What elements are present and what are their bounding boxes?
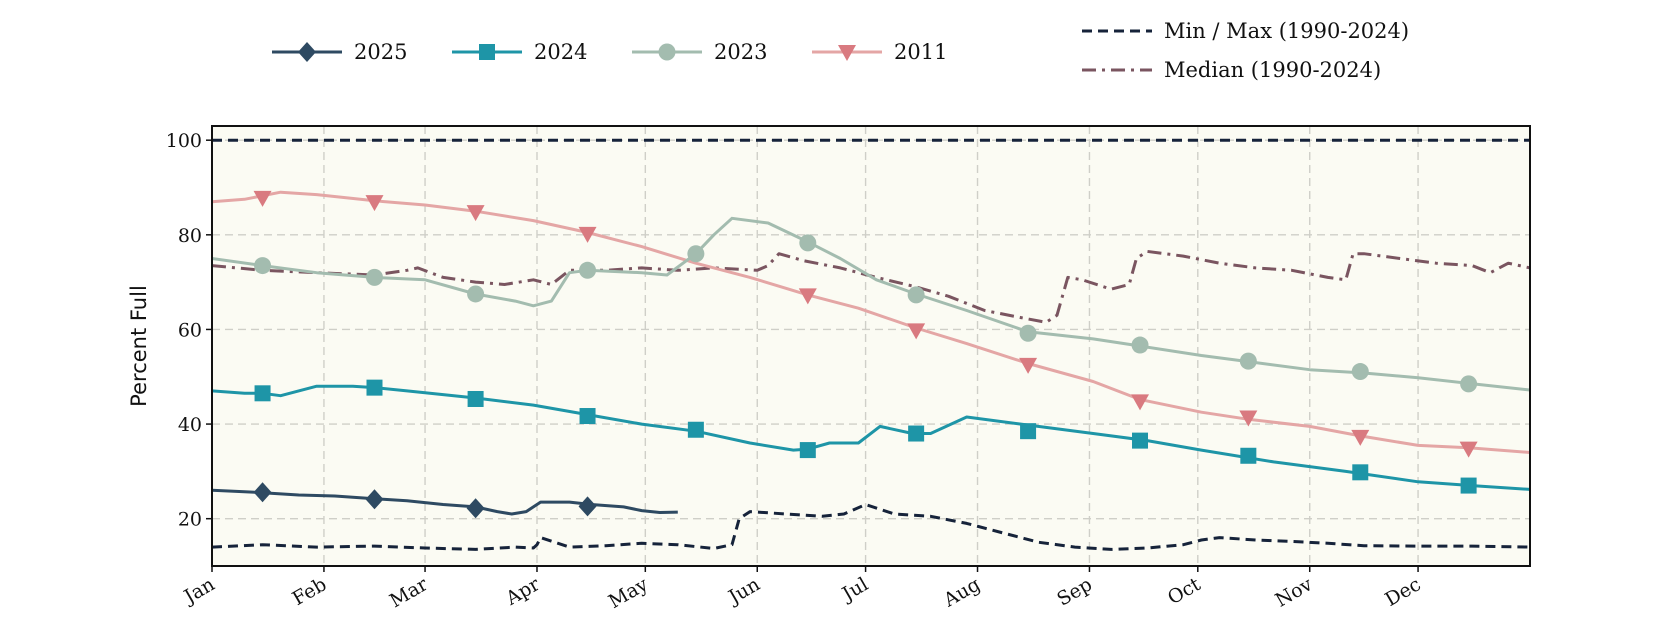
series-2023 xyxy=(212,216,1530,393)
series-median-1990-2024 xyxy=(212,249,1530,324)
legend-marker xyxy=(658,43,676,61)
legend-marker xyxy=(479,44,495,60)
data-point xyxy=(1459,441,1478,458)
data-point xyxy=(799,442,816,459)
data-point xyxy=(1460,477,1477,494)
legend-label: 2011 xyxy=(894,40,947,64)
y-tick-label: 60 xyxy=(178,319,202,341)
data-point xyxy=(907,323,926,340)
data-point xyxy=(908,425,925,442)
data-point xyxy=(578,226,597,243)
data-point xyxy=(579,408,596,425)
data-point xyxy=(365,489,384,510)
data-point xyxy=(1352,464,1369,481)
x-tick-label: Feb xyxy=(289,573,331,610)
legend-marker xyxy=(838,45,856,61)
data-point xyxy=(1131,336,1149,354)
data-point xyxy=(1239,352,1257,370)
data-point xyxy=(799,234,817,252)
series-2025 xyxy=(212,482,678,519)
x-tick-label: Jul xyxy=(837,573,872,606)
legend-label: 2025 xyxy=(354,40,407,64)
grid xyxy=(211,126,1530,566)
x-axis: Jan Feb Mar Apr May Jun Jul Aug Sep Oct Nov Dec xyxy=(179,566,1425,613)
legend-entry: 2023 xyxy=(632,40,767,64)
legend-entry: 2011 xyxy=(812,40,947,64)
legend-entry: 2024 xyxy=(452,40,587,64)
data-point xyxy=(467,390,484,407)
data-point xyxy=(798,288,817,305)
series-min-max-1990-2024 xyxy=(212,138,1530,551)
data-point xyxy=(365,195,384,212)
plot-area: 20 40 60 80 100 Jan Feb Mar Apr May Jun Jul Aug Sep Oc… xyxy=(127,125,1531,613)
data-point xyxy=(254,257,272,275)
x-tick-label: Apr xyxy=(501,573,544,610)
x-tick-label: Oct xyxy=(1164,573,1205,609)
data-point xyxy=(1351,363,1369,381)
series-line xyxy=(212,190,1530,454)
data-point xyxy=(253,190,272,207)
x-tick-label: Jun xyxy=(723,573,764,609)
legend-label: 2023 xyxy=(714,40,767,64)
y-tick-label: 40 xyxy=(178,414,202,436)
x-tick-label: Dec xyxy=(1381,573,1424,611)
data-point xyxy=(687,421,704,438)
y-tick-label: 80 xyxy=(178,225,202,247)
legend: 2025 2024 2023 2011 Min / Max (1990-2024) Med… xyxy=(272,19,1409,82)
data-point xyxy=(1460,375,1478,393)
y-axis-title: Percent Full xyxy=(127,285,151,407)
data-point xyxy=(578,496,597,517)
legend-marker xyxy=(298,42,316,62)
data-point xyxy=(1132,432,1149,449)
data-point xyxy=(907,286,925,304)
y-tick-label: 20 xyxy=(178,509,202,531)
data-point xyxy=(466,205,485,222)
x-tick-label: Aug xyxy=(939,573,984,612)
x-tick-label: May xyxy=(605,573,652,613)
legend-label: Median (1990-2024) xyxy=(1164,58,1381,82)
data-point xyxy=(253,482,272,503)
data-point xyxy=(466,498,485,519)
series-2011 xyxy=(212,190,1530,458)
series-line xyxy=(212,488,678,516)
data-point xyxy=(1131,394,1150,411)
axis-frame xyxy=(211,125,1531,567)
data-point xyxy=(1351,429,1370,446)
data-point xyxy=(1239,410,1258,427)
data-point xyxy=(366,379,383,396)
data-point xyxy=(1020,423,1037,440)
data-point xyxy=(254,385,271,402)
y-tick-label: 100 xyxy=(166,130,202,152)
x-tick-label: Sep xyxy=(1053,573,1096,610)
x-tick-label: Nov xyxy=(1272,573,1317,612)
x-tick-label: Jan xyxy=(179,573,219,609)
series-line xyxy=(212,249,1530,324)
data-point xyxy=(365,268,383,286)
legend-entry: 2025 xyxy=(272,40,407,64)
legend-label: 2024 xyxy=(534,40,587,64)
legend-label: Min / Max (1990-2024) xyxy=(1164,19,1409,43)
data-point xyxy=(467,285,485,303)
legend-entry: Median (1990-2024) xyxy=(1082,58,1381,82)
x-tick-label: Mar xyxy=(386,573,432,612)
data-point xyxy=(1019,324,1037,342)
data-point xyxy=(579,261,597,279)
series-2024 xyxy=(212,379,1530,494)
series-min-line xyxy=(212,503,1530,551)
data-point xyxy=(1019,357,1038,374)
legend-entry: Min / Max (1990-2024) xyxy=(1082,19,1409,43)
y-axis: 20 40 60 80 100 xyxy=(166,130,212,531)
series-group xyxy=(212,138,1530,551)
data-point xyxy=(1240,447,1257,464)
data-point xyxy=(687,245,705,263)
